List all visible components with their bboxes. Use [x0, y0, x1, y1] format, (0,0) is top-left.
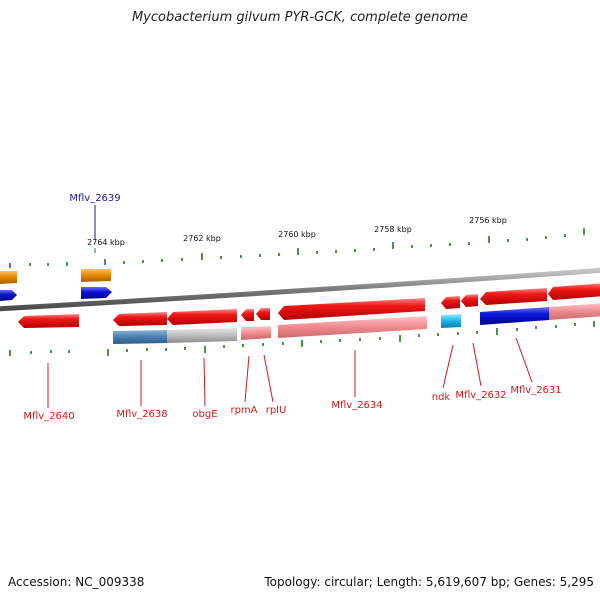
gene-label-ndk: ndk: [432, 392, 451, 403]
figure-title: Mycobacterium gilvum PYR-GCK, complete g…: [131, 10, 469, 25]
scale-label-2764: 2764 kbp: [87, 238, 125, 247]
gene-label-mflv-2634: Mflv_2634: [331, 400, 382, 411]
band-pink: [278, 316, 427, 338]
band-cyan-ndk: [441, 314, 461, 328]
band-grey: [167, 328, 237, 343]
gene-rpma: [241, 309, 254, 321]
inner-tick-marks: [9, 321, 595, 356]
gene-label-rpma: rpmA: [230, 405, 257, 416]
leader-line: [244, 355, 250, 403]
forward-strand-genes: [0, 269, 112, 301]
band-pink: [241, 327, 256, 340]
gene-blue-left: [0, 290, 17, 301]
leader-line: [472, 342, 482, 387]
leader-line: [515, 337, 533, 383]
scale-label-2756: 2756 kbp: [469, 216, 507, 225]
scale-label-2758: 2758 kbp: [374, 225, 412, 234]
band-pink: [256, 326, 271, 339]
gene-red-right: [548, 283, 600, 300]
outer-tick-marks: [9, 228, 585, 268]
gene-label-mflv-2631: Mflv_2631: [510, 385, 561, 396]
leader-line: [442, 344, 454, 389]
band-steel: [113, 330, 167, 344]
accession-text: Accession: NC_009338: [8, 575, 145, 589]
gene-rplu: [256, 308, 270, 320]
gene-red: [480, 288, 547, 305]
gene-label-obge: obgE: [192, 409, 217, 420]
band-blue: [480, 307, 549, 325]
gene-mflv-2640: [18, 314, 79, 328]
genome-backbone: [0, 267, 600, 312]
gene-orange-left: [0, 271, 17, 284]
band-pink-right: [549, 303, 600, 320]
gene-label-mflv-2639: Mflv_2639: [69, 193, 120, 204]
scale-label-2762: 2762 kbp: [183, 234, 221, 243]
leader-line: [203, 357, 206, 407]
scale-label-2760: 2760 kbp: [278, 230, 316, 239]
gene-ndk: [441, 296, 460, 309]
gene-obge: [167, 309, 237, 325]
gene-orange: [81, 269, 111, 282]
scale-labels: 2764 kbp 2762 kbp 2760 kbp 2758 kbp 2756…: [87, 216, 507, 247]
gene-label-mflv-2640: Mflv_2640: [23, 411, 74, 422]
gene-mflv-2634: [278, 298, 425, 320]
feature-bands: [113, 303, 600, 344]
gene-mflv-2639: [81, 287, 112, 299]
bottom-gene-labels: Mflv_2640 Mflv_2638 obgE rpmA rplU Mflv_…: [23, 337, 562, 422]
gene-label-mflv-2638: Mflv_2638: [116, 409, 167, 420]
leader-line: [263, 354, 274, 403]
gene-mflv-2632: [461, 294, 478, 307]
gene-label-rplu: rplU: [266, 405, 287, 416]
gene-label-mflv-2632: Mflv_2632: [455, 390, 506, 401]
reverse-strand-genes: [18, 283, 600, 328]
gene-mflv-2638: [113, 312, 167, 326]
topology-text: Topology: circular; Length: 5,619,607 bp…: [264, 575, 594, 589]
label-mflv-2639-group: Mflv_2639: [69, 193, 121, 253]
